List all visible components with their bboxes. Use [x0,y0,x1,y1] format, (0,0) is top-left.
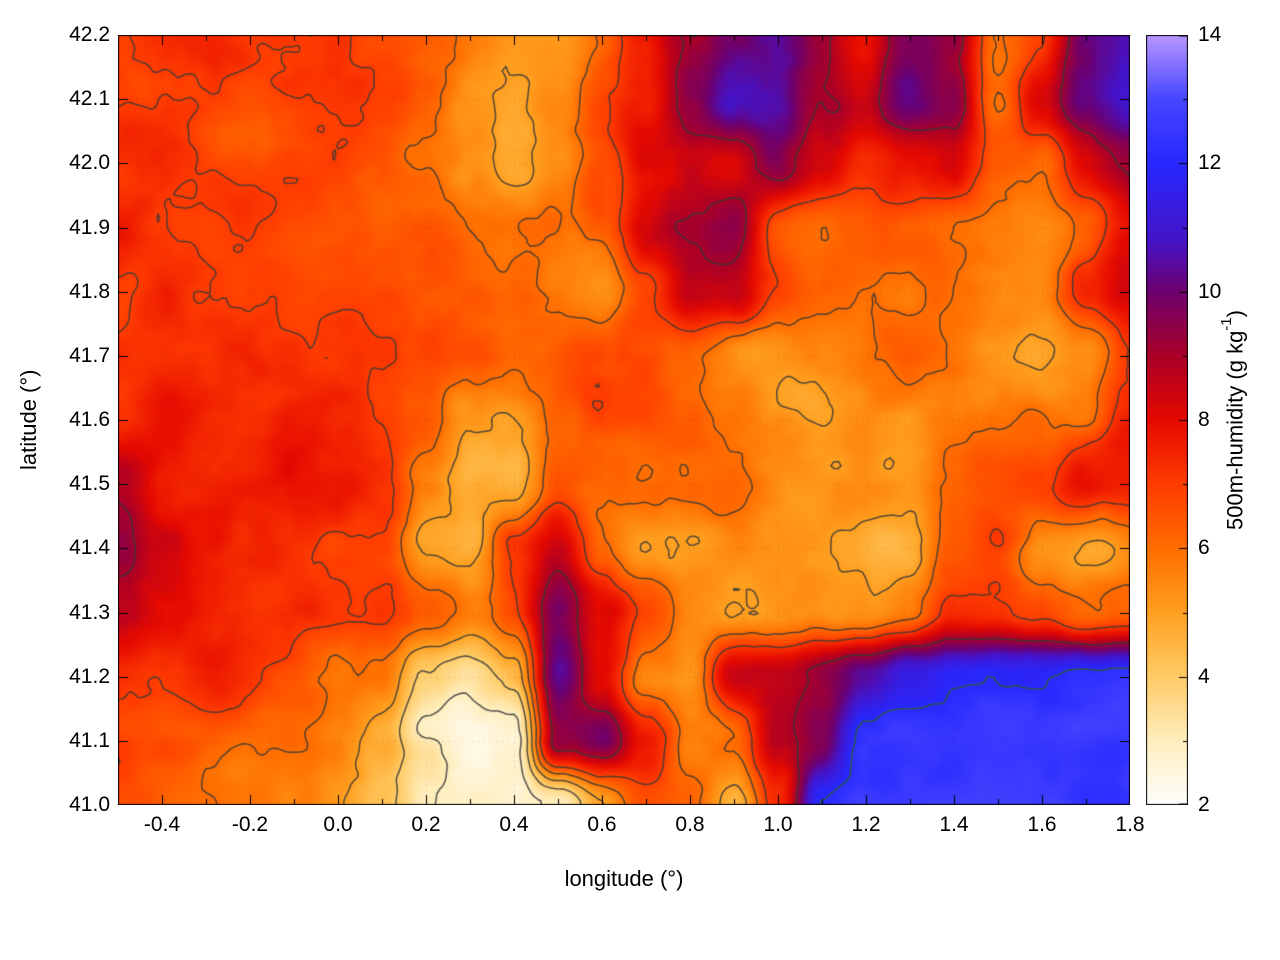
x-tick-label: 1.8 [1115,813,1145,836]
colorbar-label-superscript: -1 [1218,317,1235,331]
x-tick-label: 1.2 [851,813,881,836]
colorbar-tick-label: 2 [1198,793,1210,816]
y-tick-label: 41.4 [69,536,110,560]
colorbar-label-text: 500m-humidity (g kg [1222,330,1248,530]
y-tick-label: 41.2 [69,664,110,688]
y-tick-label: 41.1 [69,728,110,752]
y-tick-label: 41.5 [69,472,110,496]
y-tick-label: 42.2 [69,23,110,46]
x-tick-label: 1.0 [763,813,793,836]
x-tick-label: 0.6 [587,813,617,836]
y-tick-label: 41.9 [69,215,110,239]
colorbar-label-close: ) [1222,310,1248,318]
x-tick-label: 0.2 [411,813,441,836]
x-axis-label: longitude (°) [564,866,684,891]
colorbar-tick-label: 6 [1198,536,1210,560]
colorbar-tick-label: 4 [1198,664,1210,688]
y-axis-label: latitude (°) [16,369,41,471]
x-tick-label: -0.4 [143,813,181,836]
y-tick-label: 41.8 [69,279,110,303]
colorbar-tick-label: 12 [1198,151,1222,175]
heatmap-plot-canvas [118,35,1130,805]
x-tick-label: -0.2 [231,813,269,836]
x-tick-label: 0.4 [499,813,529,836]
y-tick-label: 41.6 [69,408,110,431]
colorbar-tick-label: 14 [1198,23,1222,46]
colorbar-tick-label: 8 [1198,408,1210,431]
colorbar-tick-label: 10 [1198,279,1222,303]
y-tick-label: 42.1 [69,87,110,111]
x-tick-label: 1.4 [939,813,969,836]
colorbar-canvas [1146,35,1188,805]
x-tick-label: 1.6 [1027,813,1057,836]
y-tick-label: 42.0 [69,151,110,175]
y-tick-label: 41.3 [69,600,110,624]
x-tick-label: 0.8 [675,813,705,836]
y-tick-label: 41.7 [69,343,110,367]
y-tick-label: 41.0 [69,793,110,816]
colorbar-axis-label: 500m-humidity (g kg-1) [1218,35,1248,805]
x-tick-label: 0.0 [323,813,353,836]
